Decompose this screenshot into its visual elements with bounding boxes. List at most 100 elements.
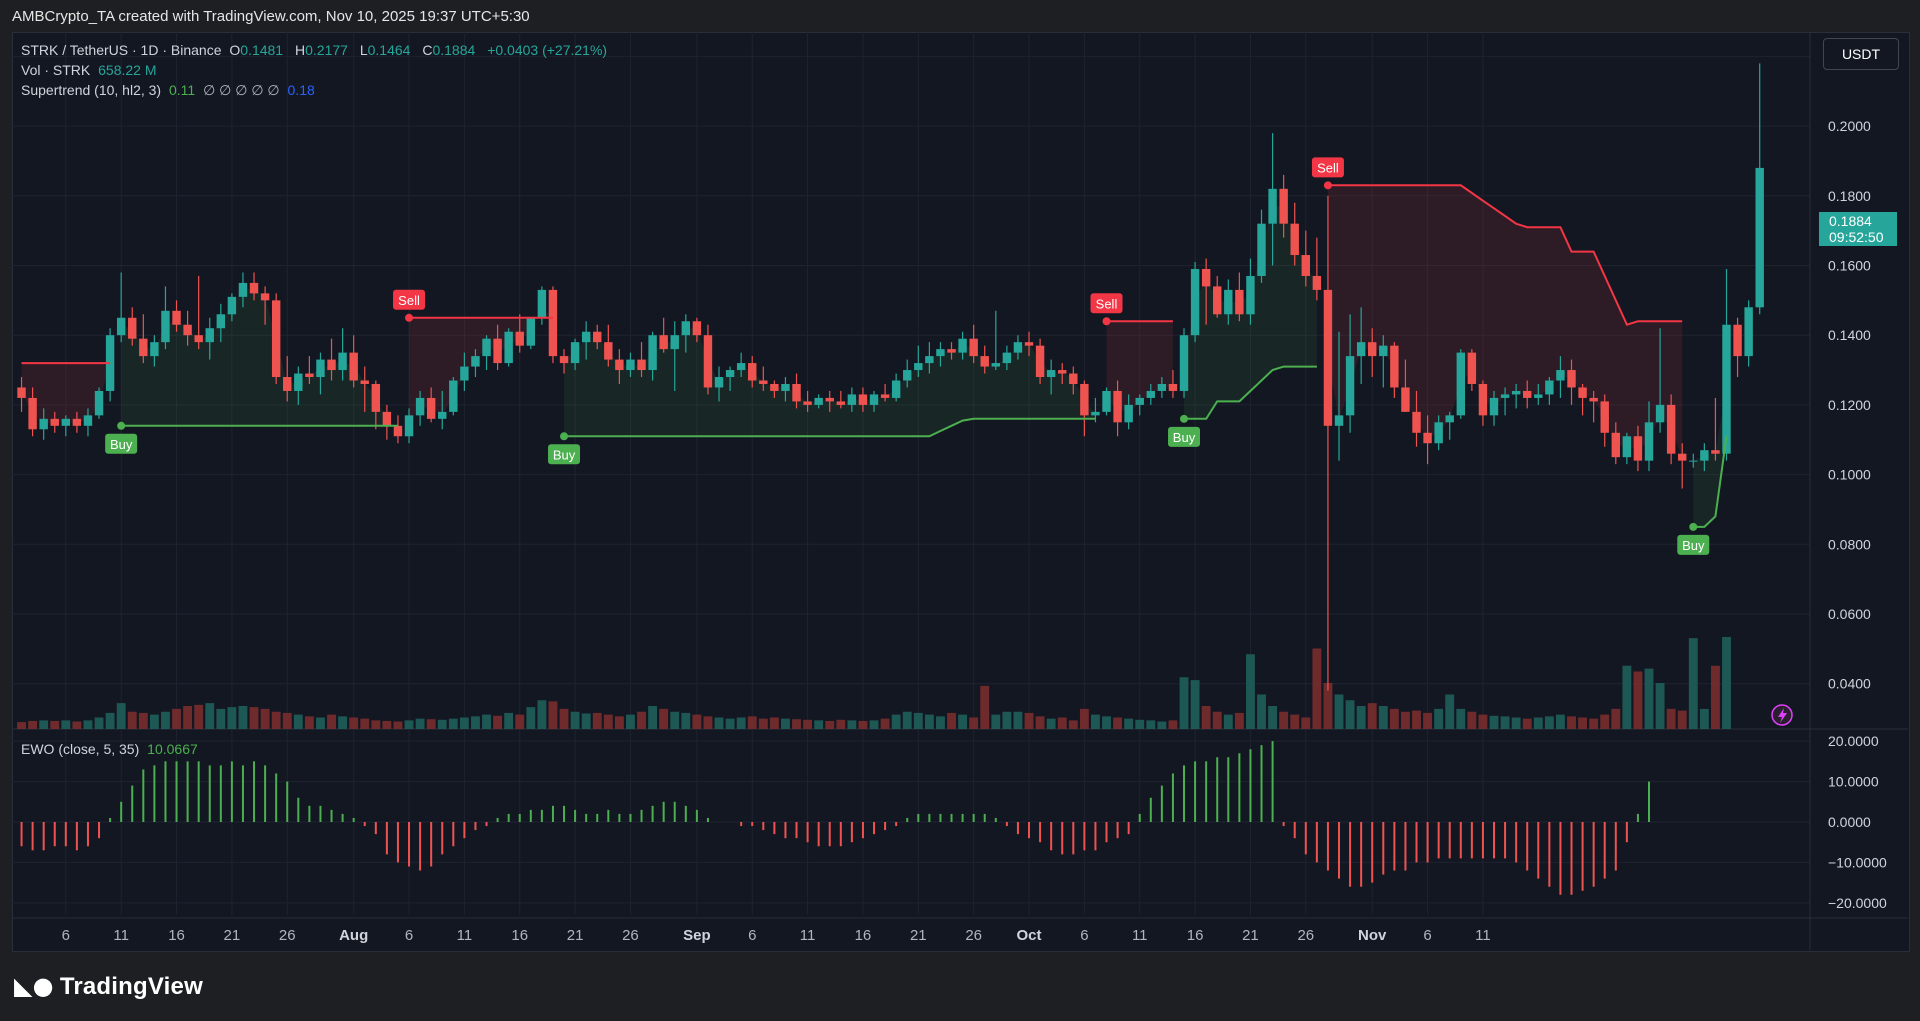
candle bbox=[1467, 349, 1477, 391]
candle bbox=[471, 349, 480, 378]
low-label: L bbox=[359, 42, 368, 58]
candle bbox=[858, 387, 868, 412]
volume-bar bbox=[1699, 708, 1709, 729]
supertrend-label[interactable]: Supertrend (10, hl2, 3) bbox=[21, 82, 162, 98]
price-chart[interactable]: Buy Sell Buy Sell Buy Sell Buy 6 11 16 21 26 Aug 6 11… bbox=[12, 32, 1908, 950]
candle-body bbox=[1556, 370, 1565, 381]
volume-bar bbox=[1234, 712, 1244, 729]
volume-bar bbox=[1334, 694, 1344, 729]
x-axis-label: Aug bbox=[339, 927, 368, 944]
candle bbox=[1556, 356, 1565, 398]
candle bbox=[925, 342, 934, 374]
signal-label-box bbox=[548, 444, 581, 465]
volume-bar bbox=[1168, 720, 1178, 729]
volume-bar bbox=[902, 711, 912, 729]
volume-bar bbox=[50, 720, 60, 729]
symbol-name[interactable]: STRK / TetherUS · 1D · Binance bbox=[21, 42, 222, 58]
x-axis-label: 11 bbox=[1132, 927, 1148, 944]
candle bbox=[1190, 262, 1200, 343]
candle bbox=[283, 356, 292, 402]
high-value: 0.2177 bbox=[305, 42, 348, 58]
currency-button[interactable]: USDT bbox=[1823, 38, 1899, 70]
signal-dot bbox=[1323, 181, 1332, 190]
volume-bar bbox=[924, 714, 934, 729]
candle-body bbox=[1257, 223, 1266, 276]
candle bbox=[205, 317, 214, 360]
candle-body bbox=[28, 397, 37, 430]
price-axis-label: 0.1800 bbox=[1828, 188, 1871, 204]
volume-label[interactable]: Vol · STRK bbox=[21, 62, 91, 78]
candle-body bbox=[1301, 255, 1311, 276]
candle-body bbox=[736, 363, 746, 371]
candle bbox=[1655, 328, 1665, 433]
candle-body bbox=[692, 321, 702, 336]
candle-body bbox=[559, 356, 569, 364]
volume-bar bbox=[1102, 716, 1111, 729]
candle bbox=[1567, 359, 1576, 405]
candle bbox=[1213, 275, 1222, 318]
candle bbox=[947, 342, 956, 360]
candle-body bbox=[1567, 370, 1576, 388]
volume-bar bbox=[1467, 711, 1477, 729]
candle bbox=[1301, 230, 1311, 287]
candle bbox=[869, 390, 879, 412]
volume-bar bbox=[238, 706, 248, 729]
volume-bar bbox=[105, 712, 115, 729]
candle-body bbox=[1711, 450, 1720, 454]
candle bbox=[17, 377, 26, 412]
last-price: 0.1884 bbox=[1829, 213, 1872, 229]
candle bbox=[1755, 63, 1764, 315]
volume-bar bbox=[471, 716, 480, 729]
candle bbox=[825, 390, 834, 412]
volume-bar bbox=[869, 720, 879, 729]
candle-body bbox=[393, 425, 403, 437]
high-label: H bbox=[294, 42, 306, 58]
volume-bar bbox=[825, 720, 835, 729]
x-axis-label: 11 bbox=[457, 927, 473, 944]
candle bbox=[692, 317, 702, 343]
x-axis-label: Sep bbox=[683, 927, 711, 944]
volume-bar bbox=[559, 708, 569, 729]
candle-body bbox=[659, 335, 668, 350]
volume-bar bbox=[1666, 708, 1676, 729]
candle-body bbox=[1379, 345, 1388, 357]
candle bbox=[161, 286, 170, 350]
candle-body bbox=[404, 415, 414, 437]
candle bbox=[1666, 394, 1676, 465]
candle bbox=[371, 380, 381, 430]
candle bbox=[1290, 202, 1299, 266]
candle bbox=[759, 366, 768, 391]
candle-body bbox=[94, 390, 104, 416]
ewo-axis-label: 0.0000 bbox=[1828, 814, 1871, 830]
volume-bar bbox=[1246, 654, 1255, 729]
candle bbox=[194, 275, 203, 350]
candle bbox=[172, 300, 181, 332]
signal-label-box bbox=[1168, 426, 1201, 447]
candle bbox=[537, 286, 547, 325]
tradingview-logo[interactable]: ◣● TradingView bbox=[14, 972, 203, 1001]
candle-body bbox=[814, 397, 823, 405]
candle bbox=[360, 366, 369, 412]
supertrend-up-line bbox=[1184, 365, 1317, 420]
candle bbox=[1102, 387, 1111, 416]
volume-bar bbox=[703, 716, 713, 729]
candle bbox=[128, 307, 137, 346]
candle-body bbox=[1290, 223, 1299, 256]
volume-bar bbox=[183, 706, 193, 729]
volume-bar bbox=[1301, 717, 1311, 729]
candles bbox=[17, 63, 1764, 691]
candle bbox=[1733, 317, 1742, 378]
candle bbox=[1279, 174, 1288, 238]
candle-body bbox=[991, 363, 1001, 367]
x-axis-label: 6 bbox=[1423, 927, 1431, 944]
candle-body bbox=[914, 363, 923, 371]
candle bbox=[1356, 307, 1366, 384]
volume-bar bbox=[282, 712, 292, 729]
candle-body bbox=[1069, 373, 1078, 384]
ewo-label[interactable]: EWO (close, 5, 35) bbox=[21, 741, 140, 757]
candle-body bbox=[1356, 342, 1366, 357]
candle-body bbox=[83, 415, 93, 426]
candle bbox=[770, 380, 779, 398]
price-axis-label: 0.1000 bbox=[1828, 467, 1871, 483]
candle bbox=[604, 324, 613, 367]
